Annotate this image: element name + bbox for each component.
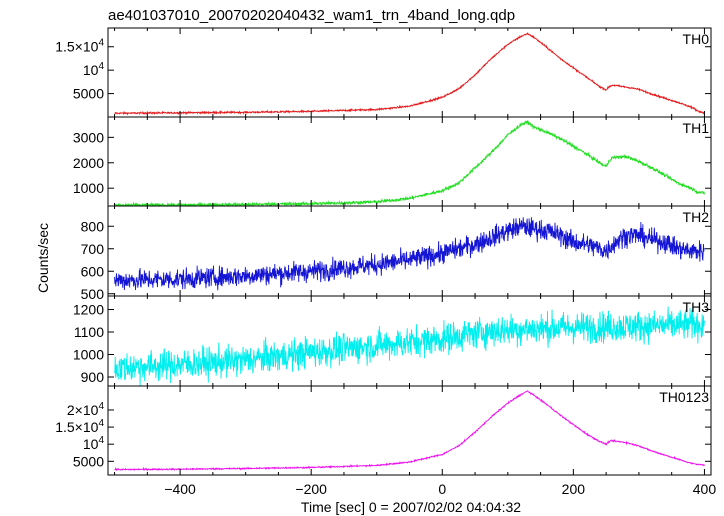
y-tick-label: 1200 [73, 302, 104, 318]
y-tick-label: 1000 [73, 180, 104, 196]
y-tick-label: 900 [81, 369, 105, 385]
panel-frame [107, 27, 712, 118]
y-tick-label: 500 [81, 286, 105, 302]
x-tick-label: −400 [164, 481, 196, 497]
y-tick-label: 1100 [74, 324, 104, 340]
y-tick-label: 3000 [73, 129, 104, 145]
panel-label: TH0 [683, 31, 710, 47]
panel-frame [107, 205, 712, 297]
series-line-th1 [114, 120, 705, 208]
y-tick-label: 5000 [73, 86, 104, 102]
panel-label: TH1 [683, 120, 710, 136]
panel-th0: 5000 104 1.5×104 TH0 [55, 27, 712, 118]
series-line-th3 [114, 306, 705, 386]
y-tick-label: 1.5×104 [55, 418, 104, 435]
panel-th2: 500 600 700 800 TH2 [81, 205, 712, 302]
y-tick-label: 104 [83, 435, 105, 452]
y-tick-label: 700 [81, 241, 105, 257]
panel-label: TH2 [683, 209, 710, 225]
y-tick-label: 2×104 [67, 401, 105, 418]
y-tick-label: 104 [83, 61, 105, 78]
panel-frame [107, 116, 712, 207]
x-tick-label: −200 [295, 481, 327, 497]
series-line-th0 [114, 31, 705, 116]
x-tick-label: 0 [438, 481, 446, 497]
panel-th3: 900 1000 1100 1200 TH3 [73, 295, 712, 387]
chart-title: ae401037010_20070202040432_wam1_trn_4ban… [108, 7, 515, 24]
y-tick-label: 1.5×104 [55, 38, 104, 55]
y-tick-label: 1000 [73, 347, 104, 363]
y-tick-label: 600 [81, 263, 105, 279]
y-tick-label: 5000 [73, 453, 104, 469]
y-tick-label: 2000 [73, 155, 104, 171]
y-axis-label: Counts/sec [35, 223, 51, 293]
panel-label: TH0123 [659, 389, 709, 405]
x-tick-label: 200 [562, 481, 586, 497]
x-axis-label: Time [sec] 0 = 2007/02/02 04:04:32 [301, 499, 521, 515]
series-line-th0123 [114, 390, 705, 472]
series-line-th2 [114, 217, 705, 291]
panel-th1: 1000 2000 3000 TH1 [73, 116, 712, 208]
y-tick-label: 800 [81, 218, 105, 234]
panel-label: TH3 [683, 299, 710, 315]
x-tick-label: 400 [693, 481, 717, 497]
